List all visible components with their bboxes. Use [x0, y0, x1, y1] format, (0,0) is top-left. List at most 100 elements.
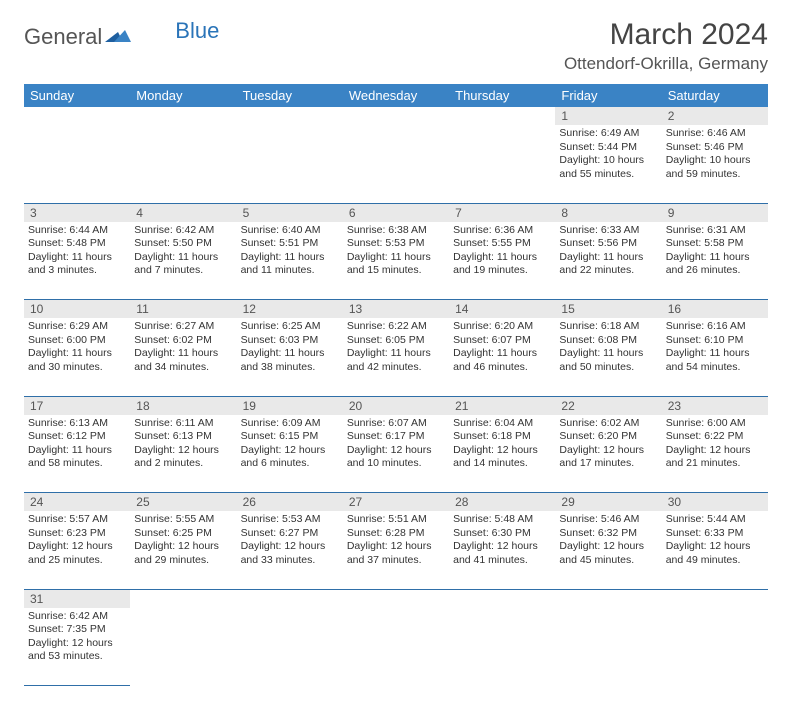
sunrise-text: Sunrise: 6:00 AM — [666, 417, 764, 431]
daylight-text: Daylight: 12 hours — [666, 540, 764, 554]
sunset-text: Sunset: 7:35 PM — [28, 623, 126, 637]
daylight-text: and 11 minutes. — [241, 264, 339, 278]
logo-flag-icon — [105, 28, 131, 46]
daylight-text: Daylight: 11 hours — [28, 251, 126, 265]
daylight-text: and 17 minutes. — [559, 457, 657, 471]
day-cell: Sunrise: 6:18 AMSunset: 6:08 PMDaylight:… — [555, 318, 661, 396]
day-cell: Sunrise: 6:07 AMSunset: 6:17 PMDaylight:… — [343, 415, 449, 493]
day-number: 10 — [24, 300, 130, 319]
sunset-text: Sunset: 6:30 PM — [453, 527, 551, 541]
day-cell: Sunrise: 6:27 AMSunset: 6:02 PMDaylight:… — [130, 318, 236, 396]
day-header: Sunday — [24, 84, 130, 107]
daylight-text: Daylight: 11 hours — [559, 251, 657, 265]
day-number: 2 — [662, 107, 768, 125]
daylight-text: and 7 minutes. — [134, 264, 232, 278]
day-number: 26 — [237, 493, 343, 512]
day-cell: Sunrise: 6:31 AMSunset: 5:58 PMDaylight:… — [662, 222, 768, 300]
day-cell: Sunrise: 6:04 AMSunset: 6:18 PMDaylight:… — [449, 415, 555, 493]
sunset-text: Sunset: 5:48 PM — [28, 237, 126, 251]
sunset-text: Sunset: 6:33 PM — [666, 527, 764, 541]
day-number: 21 — [449, 396, 555, 415]
daylight-text: and 19 minutes. — [453, 264, 551, 278]
day-number: 4 — [130, 203, 236, 222]
day-cell: Sunrise: 6:16 AMSunset: 6:10 PMDaylight:… — [662, 318, 768, 396]
day-number: 17 — [24, 396, 130, 415]
day-cell: Sunrise: 6:22 AMSunset: 6:05 PMDaylight:… — [343, 318, 449, 396]
daylight-text: and 59 minutes. — [666, 168, 764, 182]
daylight-text: and 53 minutes. — [28, 650, 126, 664]
sunrise-text: Sunrise: 6:29 AM — [28, 320, 126, 334]
sunset-text: Sunset: 6:02 PM — [134, 334, 232, 348]
daylight-text: and 42 minutes. — [347, 361, 445, 375]
header: General Blue March 2024 Ottendorf-Okrill… — [24, 18, 768, 74]
sunrise-text: Sunrise: 6:02 AM — [559, 417, 657, 431]
sunset-text: Sunset: 6:00 PM — [28, 334, 126, 348]
daylight-text: Daylight: 11 hours — [559, 347, 657, 361]
daylight-text: and 21 minutes. — [666, 457, 764, 471]
sunrise-text: Sunrise: 6:16 AM — [666, 320, 764, 334]
sunrise-text: Sunrise: 6:36 AM — [453, 224, 551, 238]
day-number: 1 — [555, 107, 661, 125]
sunrise-text: Sunrise: 6:18 AM — [559, 320, 657, 334]
sunrise-text: Sunrise: 6:33 AM — [559, 224, 657, 238]
logo-text-blue: Blue — [175, 18, 219, 44]
day-cell — [449, 608, 555, 686]
sunset-text: Sunset: 5:56 PM — [559, 237, 657, 251]
sunset-text: Sunset: 6:15 PM — [241, 430, 339, 444]
day-number: 27 — [343, 493, 449, 512]
daylight-text: and 6 minutes. — [241, 457, 339, 471]
sunset-text: Sunset: 5:44 PM — [559, 141, 657, 155]
sunrise-text: Sunrise: 5:51 AM — [347, 513, 445, 527]
day-number: 20 — [343, 396, 449, 415]
daylight-text: Daylight: 11 hours — [347, 251, 445, 265]
day-number — [449, 107, 555, 125]
daylight-text: and 34 minutes. — [134, 361, 232, 375]
sunset-text: Sunset: 5:50 PM — [134, 237, 232, 251]
daylight-text: Daylight: 11 hours — [666, 347, 764, 361]
day-number — [449, 589, 555, 608]
day-number: 9 — [662, 203, 768, 222]
day-number — [24, 107, 130, 125]
daylight-text: and 3 minutes. — [28, 264, 126, 278]
day-number: 16 — [662, 300, 768, 319]
day-cell: Sunrise: 6:38 AMSunset: 5:53 PMDaylight:… — [343, 222, 449, 300]
sunrise-text: Sunrise: 6:46 AM — [666, 127, 764, 141]
day-cell: Sunrise: 6:25 AMSunset: 6:03 PMDaylight:… — [237, 318, 343, 396]
sunset-text: Sunset: 6:12 PM — [28, 430, 126, 444]
daylight-text: and 41 minutes. — [453, 554, 551, 568]
daylight-text: Daylight: 12 hours — [453, 444, 551, 458]
day-cell: Sunrise: 6:13 AMSunset: 6:12 PMDaylight:… — [24, 415, 130, 493]
sunset-text: Sunset: 6:27 PM — [241, 527, 339, 541]
sunset-text: Sunset: 6:18 PM — [453, 430, 551, 444]
sunset-text: Sunset: 6:20 PM — [559, 430, 657, 444]
day-cell — [449, 125, 555, 203]
day-header: Thursday — [449, 84, 555, 107]
sunrise-text: Sunrise: 5:55 AM — [134, 513, 232, 527]
daylight-text: Daylight: 12 hours — [134, 444, 232, 458]
sunset-text: Sunset: 6:22 PM — [666, 430, 764, 444]
calendar-table: SundayMondayTuesdayWednesdayThursdayFrid… — [24, 84, 768, 686]
day-cell: Sunrise: 6:11 AMSunset: 6:13 PMDaylight:… — [130, 415, 236, 493]
daylight-text: Daylight: 10 hours — [559, 154, 657, 168]
sunset-text: Sunset: 6:28 PM — [347, 527, 445, 541]
week-row: Sunrise: 6:13 AMSunset: 6:12 PMDaylight:… — [24, 415, 768, 493]
sunset-text: Sunset: 6:07 PM — [453, 334, 551, 348]
daylight-text: Daylight: 11 hours — [241, 347, 339, 361]
week-row: Sunrise: 6:49 AMSunset: 5:44 PMDaylight:… — [24, 125, 768, 203]
day-cell: Sunrise: 6:33 AMSunset: 5:56 PMDaylight:… — [555, 222, 661, 300]
day-cell: Sunrise: 5:51 AMSunset: 6:28 PMDaylight:… — [343, 511, 449, 589]
sunrise-text: Sunrise: 6:42 AM — [134, 224, 232, 238]
sunrise-text: Sunrise: 6:09 AM — [241, 417, 339, 431]
daylight-text: Daylight: 12 hours — [666, 444, 764, 458]
sunrise-text: Sunrise: 5:57 AM — [28, 513, 126, 527]
daylight-text: and 33 minutes. — [241, 554, 339, 568]
day-number: 29 — [555, 493, 661, 512]
daylight-text: and 2 minutes. — [134, 457, 232, 471]
daylight-text: Daylight: 11 hours — [241, 251, 339, 265]
daylight-text: and 29 minutes. — [134, 554, 232, 568]
day-number: 23 — [662, 396, 768, 415]
daylight-text: Daylight: 11 hours — [347, 347, 445, 361]
sunrise-text: Sunrise: 5:48 AM — [453, 513, 551, 527]
day-cell: Sunrise: 5:55 AMSunset: 6:25 PMDaylight:… — [130, 511, 236, 589]
sunrise-text: Sunrise: 6:38 AM — [347, 224, 445, 238]
